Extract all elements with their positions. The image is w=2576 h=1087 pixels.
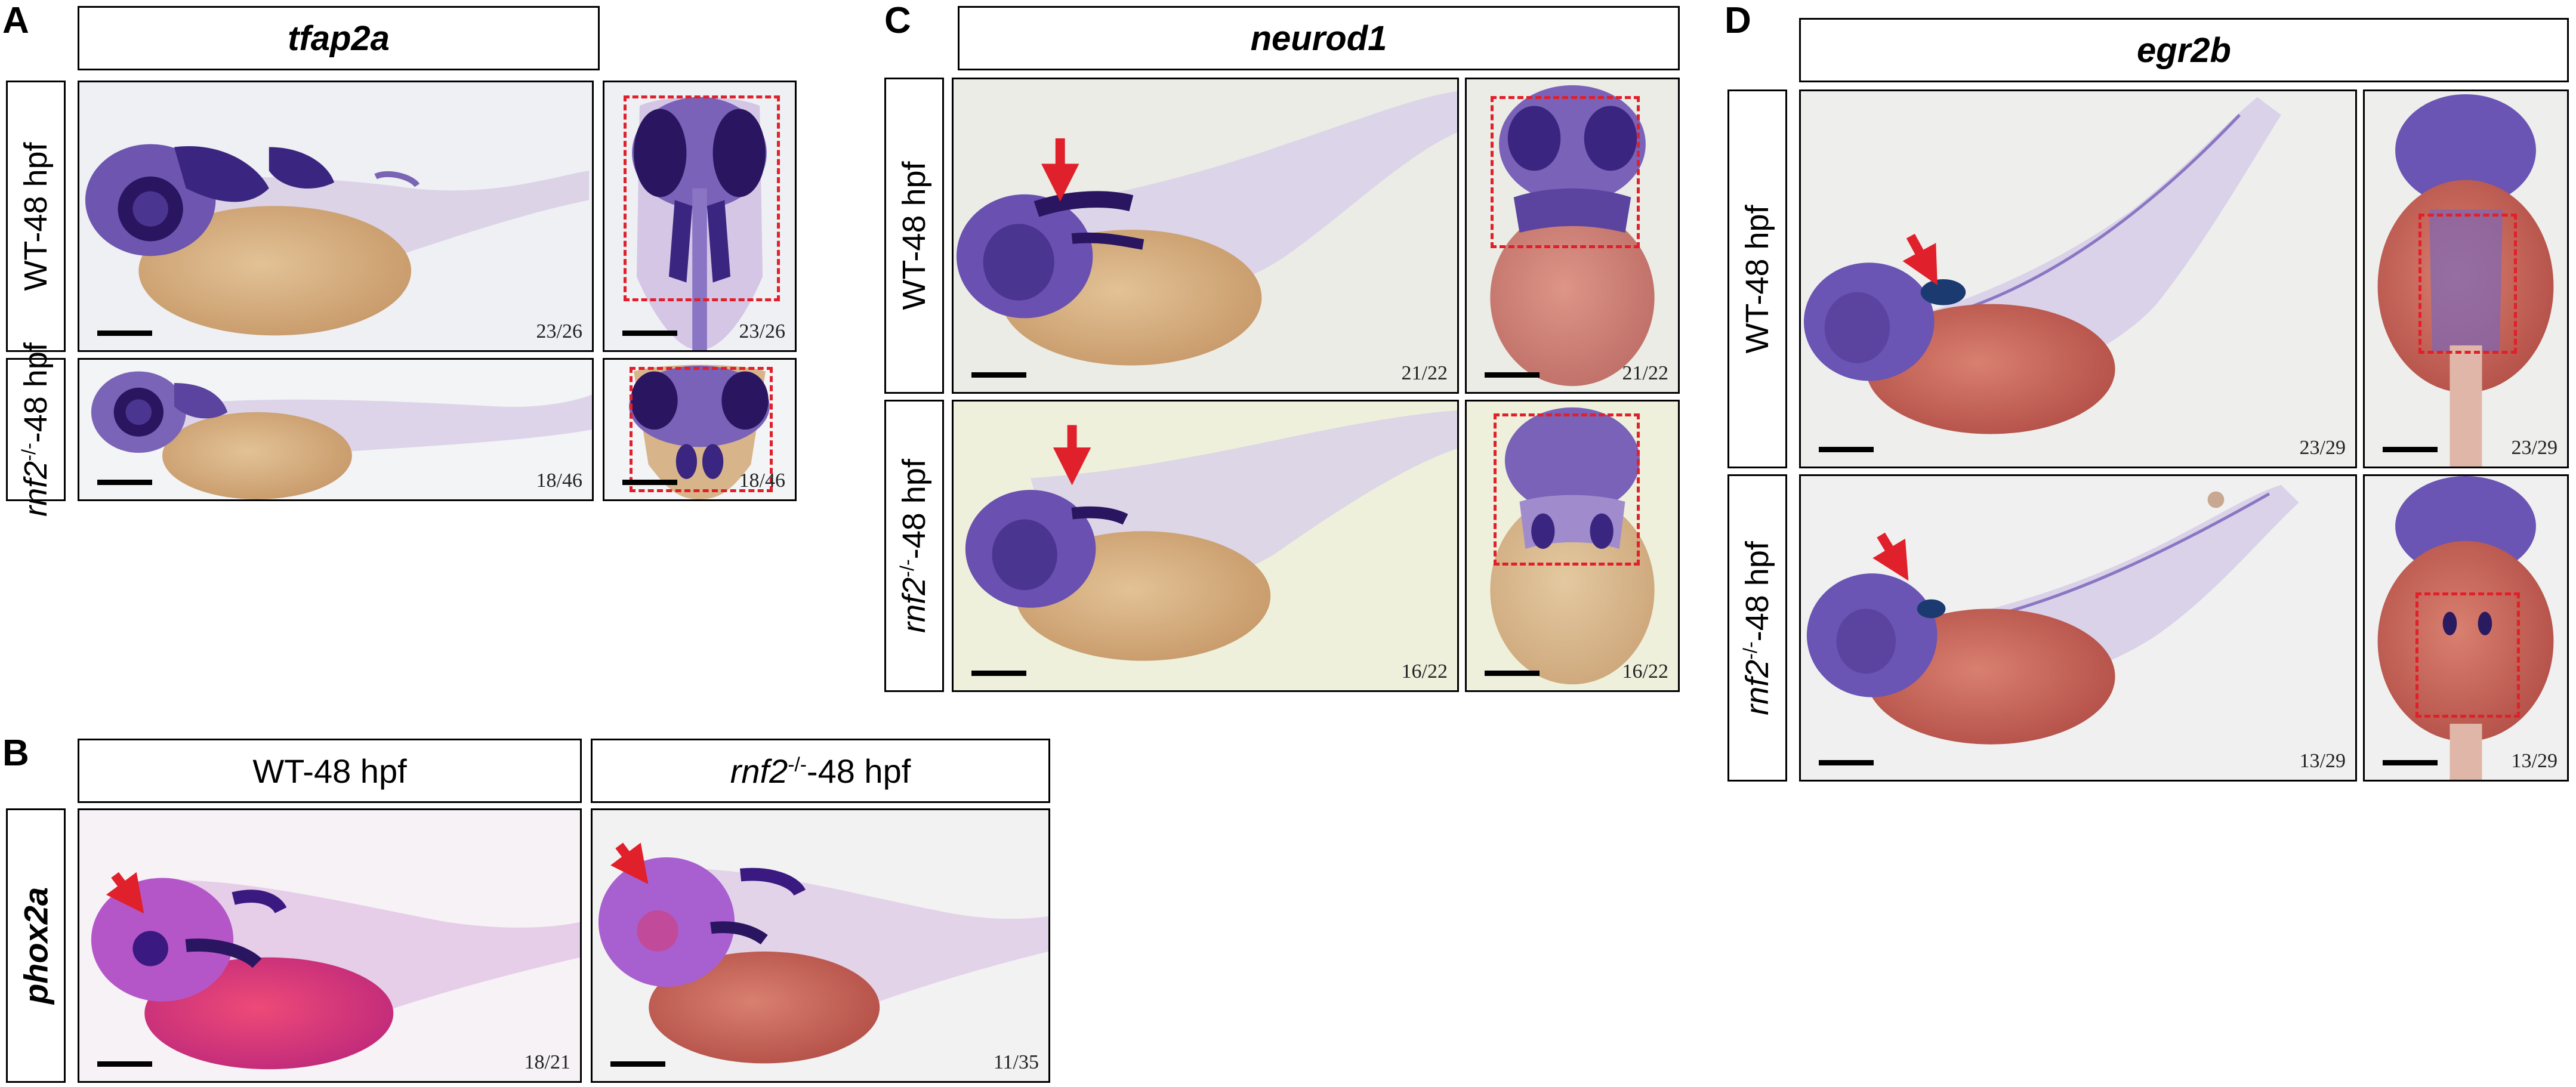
embryo-count: 23/29 (2511, 437, 2558, 459)
panel-c-row-label-mutant: rnf2-/--48 hpf (884, 400, 944, 692)
panel-c-wt-lateral-image: 21/22 (952, 78, 1459, 394)
row-label: rnf2-/--48 hpf (18, 342, 54, 517)
scale-bar (97, 1061, 152, 1067)
embryo-count: 18/46 (536, 470, 582, 492)
embryo-count: 13/29 (2511, 750, 2558, 772)
row-label: WT-48 hpf (896, 161, 932, 310)
gene-name: tfap2a (288, 18, 390, 58)
embryo-count: 21/22 (1622, 362, 1668, 384)
scale-bar (610, 1061, 665, 1067)
panel-c-gene-title: neurod1 (958, 6, 1680, 70)
scale-bar (2383, 447, 2438, 452)
embryo-count: 23/26 (536, 320, 582, 342)
panel-a-row-label-wt: WT-48 hpf (6, 81, 66, 352)
panel-b-gene-label: phox2a (6, 808, 66, 1083)
panel-d-gene-title: egr2b (1799, 18, 2569, 82)
panel-a-mutant-dorsal-image: 18/46 (603, 358, 797, 501)
panel-d-mutant-lateral-image: 13/29 (1799, 474, 2357, 782)
panel-letter-d: D (1724, 0, 1751, 41)
panel-b-column-title-mutant: rnf2-/--48 hpf (591, 739, 1050, 803)
scale-bar (971, 372, 1026, 378)
region-of-interest-box (2418, 214, 2517, 354)
row-label: WT-48 hpf (1739, 204, 1775, 354)
panel-c-wt-dorsal-image: 21/22 (1465, 78, 1680, 394)
scale-bar (1485, 372, 1540, 378)
embryo-count: 13/29 (2299, 750, 2346, 772)
row-label: WT-48 hpf (18, 141, 54, 291)
column-title: WT-48 hpf (252, 752, 407, 790)
scale-bar (1485, 671, 1540, 676)
panel-a-wt-lateral-image: 23/26 (78, 81, 594, 352)
panel-d-row-label-wt: WT-48 hpf (1727, 89, 1787, 468)
embryo-count: 18/21 (524, 1051, 570, 1073)
embryo-count: 21/22 (1401, 362, 1448, 384)
embryo-count: 18/46 (739, 470, 785, 492)
region-of-interest-box (624, 95, 780, 301)
scale-bar (622, 331, 677, 336)
panel-d-wt-dorsal-image: 23/29 (2363, 89, 2569, 468)
embryo-count: 16/22 (1622, 660, 1668, 683)
embryo-count: 23/29 (2299, 437, 2346, 459)
region-of-interest-box (1491, 96, 1640, 248)
panel-c-mutant-dorsal-image: 16/22 (1465, 400, 1680, 692)
scale-bar (97, 480, 152, 485)
panel-b-wt-image: 18/21 (78, 808, 582, 1083)
panel-a-mutant-lateral-image: 18/46 (78, 358, 594, 501)
scale-bar (1819, 760, 1874, 765)
scale-bar (622, 480, 677, 485)
embryo-count: 11/35 (993, 1051, 1039, 1073)
panel-b-column-title-wt: WT-48 hpf (78, 739, 582, 803)
panel-a-gene-title: tfap2a (78, 6, 600, 70)
row-label: rnf2-/--48 hpf (1739, 541, 1775, 715)
panel-d-row-label-mutant: rnf2-/--48 hpf (1727, 474, 1787, 782)
scale-bar (2383, 760, 2438, 765)
gene-name: neurod1 (1250, 18, 1387, 58)
panel-letter-a: A (2, 0, 29, 41)
row-label: rnf2-/--48 hpf (896, 459, 932, 633)
panel-d-mutant-dorsal-image: 13/29 (2363, 474, 2569, 782)
scale-bar (971, 671, 1026, 676)
embryo-count: 16/22 (1401, 660, 1448, 683)
gene-name: phox2a (17, 887, 55, 1005)
gene-name: egr2b (2137, 30, 2231, 70)
column-title: rnf2-/--48 hpf (730, 752, 911, 790)
embryo-count: 23/26 (739, 320, 785, 342)
panel-a-row-label-mutant: rnf2-/--48 hpf (6, 342, 66, 517)
panel-d-wt-lateral-image: 23/29 (1799, 89, 2357, 468)
region-of-interest-box (1494, 413, 1640, 566)
region-of-interest-box (630, 367, 773, 492)
panel-c-mutant-lateral-image: 16/22 (952, 400, 1459, 692)
scale-bar (1819, 447, 1874, 452)
panel-c-row-label-wt: WT-48 hpf (884, 78, 944, 394)
panel-letter-c: C (884, 0, 911, 41)
scale-bar (97, 331, 152, 336)
panel-b-mutant-image: 11/35 (591, 808, 1050, 1083)
panel-letter-b: B (2, 733, 29, 774)
region-of-interest-box (2415, 592, 2520, 718)
panel-a-wt-dorsal-image: 23/26 (603, 81, 797, 352)
